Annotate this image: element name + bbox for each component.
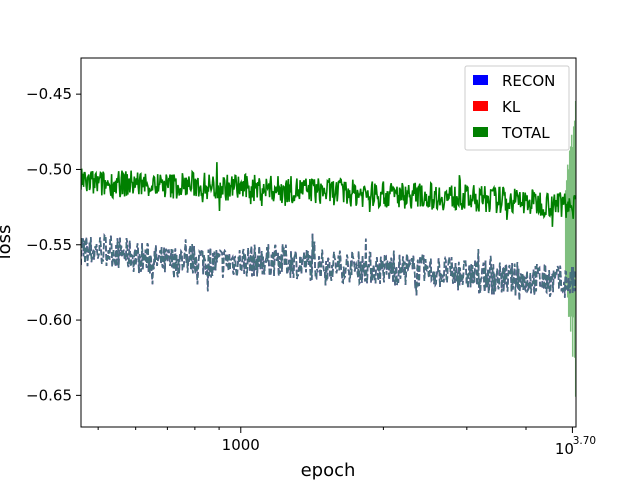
series-recon-kl-overlap bbox=[81, 233, 576, 301]
legend-label-total: TOTAL bbox=[501, 124, 550, 142]
series-total-line bbox=[81, 162, 576, 227]
y-tick-label: −0.65 bbox=[26, 386, 72, 404]
variance-band bbox=[564, 101, 576, 397]
legend-swatch-total bbox=[473, 127, 488, 137]
y-tick-label: −0.60 bbox=[26, 311, 72, 329]
legend: RECON KL TOTAL bbox=[464, 65, 570, 151]
legend-swatch-kl bbox=[473, 101, 488, 111]
y-axis-label: loss bbox=[0, 225, 15, 260]
y-tick-label: −0.50 bbox=[26, 160, 72, 178]
x-tick-label: 1000 bbox=[222, 436, 260, 454]
y-tick-label: −0.45 bbox=[26, 85, 72, 103]
legend-box bbox=[464, 65, 570, 151]
y-tick-label: −0.55 bbox=[26, 236, 72, 254]
x-tick-label: 10 bbox=[555, 440, 574, 458]
plot-frame bbox=[80, 57, 577, 428]
x-tick-label-exponent: 3.70 bbox=[573, 435, 596, 447]
x-axis-label: epoch bbox=[301, 460, 356, 480]
legend-label-recon: RECON bbox=[502, 72, 555, 90]
legend-swatch-recon bbox=[473, 75, 488, 85]
legend-label-kl: KL bbox=[502, 98, 521, 116]
